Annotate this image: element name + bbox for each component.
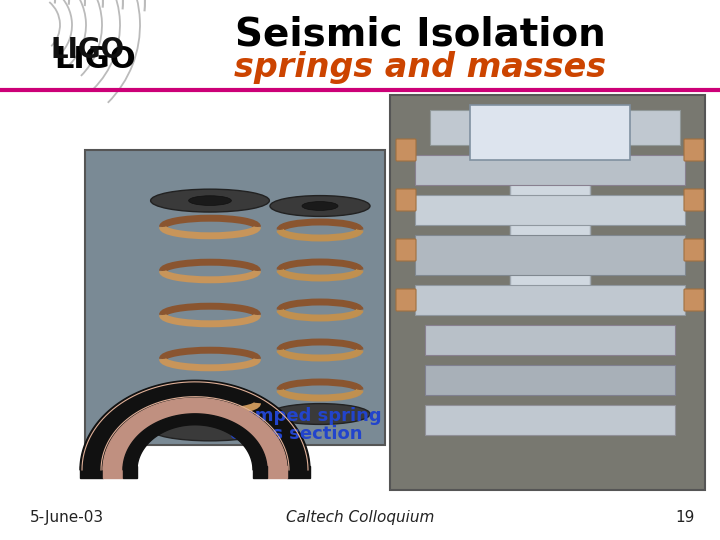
FancyBboxPatch shape — [684, 289, 704, 311]
Text: 5-June-03: 5-June-03 — [30, 510, 104, 525]
Text: springs and masses: springs and masses — [234, 51, 606, 84]
FancyBboxPatch shape — [430, 110, 680, 145]
Polygon shape — [80, 380, 310, 470]
FancyBboxPatch shape — [415, 195, 685, 225]
FancyBboxPatch shape — [415, 285, 685, 315]
Polygon shape — [253, 466, 267, 478]
Polygon shape — [267, 466, 287, 478]
Ellipse shape — [189, 196, 231, 205]
Ellipse shape — [270, 403, 370, 424]
FancyBboxPatch shape — [684, 239, 704, 261]
FancyBboxPatch shape — [425, 325, 675, 355]
FancyBboxPatch shape — [415, 155, 685, 185]
Text: Seismic Isolation: Seismic Isolation — [235, 16, 606, 54]
FancyBboxPatch shape — [470, 105, 630, 160]
FancyBboxPatch shape — [415, 235, 685, 275]
FancyBboxPatch shape — [396, 239, 416, 261]
Polygon shape — [287, 466, 310, 478]
Polygon shape — [80, 466, 103, 478]
Ellipse shape — [302, 201, 338, 211]
Polygon shape — [123, 466, 137, 478]
FancyBboxPatch shape — [684, 189, 704, 211]
FancyBboxPatch shape — [510, 110, 590, 300]
Polygon shape — [103, 466, 123, 478]
Text: damped spring: damped spring — [230, 407, 382, 425]
FancyBboxPatch shape — [425, 405, 675, 435]
Ellipse shape — [270, 195, 370, 217]
Text: Caltech Colloquium: Caltech Colloquium — [286, 510, 434, 525]
Text: LIGO: LIGO — [51, 36, 125, 64]
Polygon shape — [123, 414, 267, 470]
FancyBboxPatch shape — [684, 139, 704, 161]
Text: LIGO: LIGO — [54, 45, 136, 75]
Text: cross section: cross section — [230, 425, 362, 443]
Ellipse shape — [150, 418, 269, 441]
Ellipse shape — [150, 189, 269, 212]
Text: 19: 19 — [675, 510, 695, 525]
FancyBboxPatch shape — [396, 289, 416, 311]
FancyBboxPatch shape — [396, 139, 416, 161]
FancyBboxPatch shape — [425, 365, 675, 395]
Polygon shape — [103, 398, 287, 470]
FancyBboxPatch shape — [390, 95, 705, 490]
FancyBboxPatch shape — [85, 150, 385, 445]
FancyBboxPatch shape — [396, 189, 416, 211]
